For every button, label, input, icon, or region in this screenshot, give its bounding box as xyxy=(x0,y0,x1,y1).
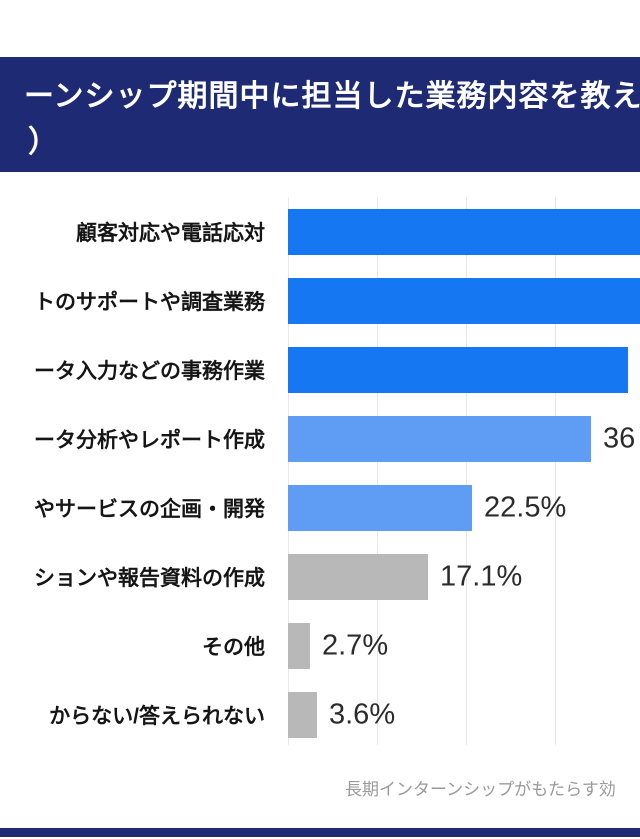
category-label: ータ分析やレポート作成 xyxy=(34,428,265,452)
source-note: 長期インターンシップがもたらす効 xyxy=(345,780,616,799)
chart-title-line2: ） xyxy=(28,126,58,159)
chart-row-6: その他 2.7% xyxy=(0,611,640,680)
gridlines xyxy=(0,197,640,749)
category-label: トのサポートや調査業務 xyxy=(34,290,265,314)
bar xyxy=(288,346,628,393)
category-label: 顧客対応や電話応対 xyxy=(76,221,265,245)
bar xyxy=(288,208,640,255)
chart-row-5: ションや報告資料の作成 17.1% xyxy=(0,542,640,611)
bar-chart: 顧客対応や電話応対 トのサポートや調査業務 ータ入力などの事務作業 ータ分析やレポート… xyxy=(0,197,640,749)
gridline xyxy=(466,197,467,745)
category-label: からない/答えられない xyxy=(49,704,265,728)
chart-row-1: トのサポートや調査業務 xyxy=(0,266,640,335)
value-label: 22.5% xyxy=(484,491,567,523)
chart-row-3: ータ分析やレポート作成 36 xyxy=(0,404,640,473)
bar xyxy=(288,277,640,324)
bar xyxy=(288,553,428,600)
gridline xyxy=(288,197,289,745)
category-label: ータ入力などの事務作業 xyxy=(34,359,265,383)
chart-row-0: 顧客対応や電話応対 xyxy=(0,197,640,266)
gridline xyxy=(377,197,378,745)
chart-row-2: ータ入力などの事務作業 xyxy=(0,335,640,404)
bar xyxy=(288,691,317,738)
value-label: 3.6% xyxy=(329,698,396,730)
gridline xyxy=(555,197,556,745)
value-label: 2.7% xyxy=(322,629,389,661)
chart-rows: 顧客対応や電話応対 トのサポートや調査業務 ータ入力などの事務作業 ータ分析やレポート… xyxy=(0,197,640,749)
chart-title-line1: ーンシップ期間中に担当した業務内容を教え xyxy=(24,80,640,113)
category-label: やサービスの企画・開発 xyxy=(34,497,265,521)
category-label: ションや報告資料の作成 xyxy=(34,566,265,590)
value-label: 17.1% xyxy=(440,560,523,592)
bar xyxy=(288,622,310,669)
chart-row-7: からない/答えられない 3.6% xyxy=(0,680,640,749)
header-band: ーンシップ期間中に担当した業務内容を教え ） xyxy=(0,57,640,172)
chart-row-4: やサービスの企画・開発 22.5% xyxy=(0,473,640,542)
category-label: その他 xyxy=(202,635,265,659)
bottom-accent-bar xyxy=(0,828,640,837)
bar xyxy=(288,415,591,462)
bar xyxy=(288,484,472,531)
value-label: 36 xyxy=(603,422,636,454)
